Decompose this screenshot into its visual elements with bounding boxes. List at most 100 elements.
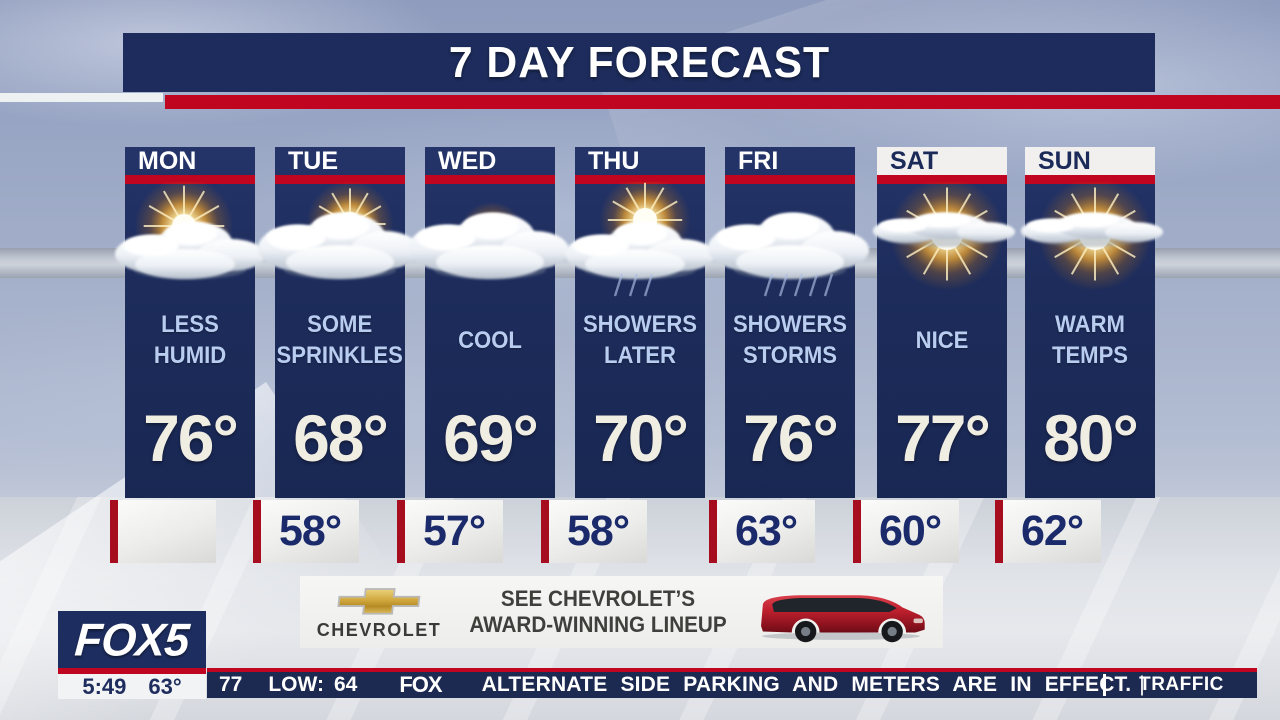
low-temp: 63° [717, 500, 815, 563]
ad-brand-block: CHEVROLET [300, 584, 458, 641]
ticker-low-value: 64 [333, 673, 358, 696]
forecast-title-bar: 7 DAY FORECAST [123, 33, 1155, 92]
weather-icon-box [408, 184, 569, 299]
high-temp: 80° [1043, 400, 1139, 475]
cloud-sun-icon [258, 182, 419, 279]
forecast-day-column-sat: SAT NICE 77° [873, 147, 1015, 498]
condition-text: NICE [915, 326, 969, 354]
weather-icon-box [1021, 182, 1163, 299]
condition-text: WARM TEMPS [1051, 311, 1129, 369]
low-red-bar [397, 500, 405, 563]
high-temp: 69° [443, 400, 539, 475]
low-red-bar [709, 500, 717, 563]
ad-message: SEE CHEVROLET’S AWARD-WINNING LINEUP [466, 586, 729, 639]
day-red-stripe [275, 175, 405, 184]
low-red-bar [253, 500, 261, 563]
condition-text: SHOWERS LATER [582, 311, 698, 369]
low-temp: 60° [861, 500, 959, 563]
low-temp-unit-sun: 62° [995, 500, 1101, 563]
page-title: 7 DAY FORECAST [448, 37, 830, 87]
low-red-bar [541, 500, 549, 563]
ad-banner: CHEVROLET SEE CHEVROLET’S AWARD-WINNING … [300, 576, 943, 648]
low-temp [118, 500, 216, 563]
traffic-label: TRAFFIC [1139, 674, 1224, 695]
low-temp-unit-thu: 58° [541, 500, 647, 563]
low-temp-unit-sat: 60° [853, 500, 959, 563]
forecast-day-column-mon: MON LESS HUMID 76° [115, 147, 265, 498]
ad-vehicle-block [738, 581, 943, 643]
day-label: THU [588, 147, 640, 175]
forecast-day-column-fri: FRI SHOWERS STORMS 76° [708, 147, 869, 498]
condition-text: COOL [458, 326, 522, 354]
weather-icon-box [115, 182, 265, 299]
low-temp: 58° [261, 500, 359, 563]
day-label: FRI [738, 147, 779, 175]
low-red-bar [995, 500, 1003, 563]
cloud-rain-icon [708, 213, 869, 297]
weather-icon-box [258, 182, 419, 299]
condition-text: LESS HUMID [153, 311, 227, 369]
high-temp: 76° [143, 400, 239, 475]
station-logo-box: FOX5 [58, 611, 206, 668]
condition-text: SOME SPRINKLES [276, 311, 404, 369]
high-temp: 77° [895, 400, 991, 475]
current-temp: 63° [148, 673, 182, 699]
sunny-cloud-icon [1021, 182, 1163, 291]
chevrolet-bowtie-icon [337, 587, 421, 615]
weather-icon-box [565, 182, 715, 299]
ticker-red-line [207, 668, 1257, 672]
station-time-temp-box: 5:49 63° [58, 674, 206, 699]
low-temp-unit-wed: 57° [397, 500, 503, 563]
low-temp: 62° [1003, 500, 1101, 563]
header-white-strip [0, 93, 163, 102]
ticker-cursor: | [1139, 673, 1145, 696]
forecast-day-column-thu: THU SHOWERS LATER 70° [565, 147, 715, 498]
high-temp: 76° [743, 400, 839, 475]
ad-message-line2: AWARD-WINNING LINEUP [469, 612, 727, 637]
high-temp: 68° [293, 400, 389, 475]
ticker-low: LOW: 64 [268, 673, 357, 697]
station-red-stripe [58, 668, 206, 674]
day-red-stripe [425, 175, 555, 184]
header-red-bar [165, 95, 1280, 109]
low-temp-unit-fri: 63° [709, 500, 815, 563]
ticker-message: ALTERNATE SIDE PARKING AND METERS ARE IN… [481, 673, 1132, 696]
ticker-low-label: LOW: [268, 673, 324, 696]
low-temp: 58° [549, 500, 647, 563]
day-label: MON [138, 147, 197, 175]
clock-time: 5:49 [82, 673, 127, 699]
condition-text: SHOWERS STORMS [732, 311, 848, 369]
red-suv-icon [760, 595, 925, 643]
ticker-divider [1103, 674, 1106, 696]
high-temp: 70° [593, 400, 689, 475]
sun-cloud-rain-icon [565, 182, 715, 297]
weather-icon-box [873, 182, 1015, 299]
station-logo: FOX5 [73, 612, 191, 665]
cloudy-icon [408, 201, 569, 279]
day-red-stripe [725, 175, 855, 184]
day-red-stripe [877, 175, 1007, 184]
network-logo-text: FOX [399, 672, 442, 697]
news-ticker: 77 LOW: 64 FOX ALTERNATE SIDE PARKING AN… [207, 668, 1257, 698]
low-red-bar [110, 500, 118, 563]
ticker-body: 77 LOW: 64 FOX ALTERNATE SIDE PARKING AN… [207, 672, 1257, 698]
weather-icon-box [708, 184, 869, 299]
low-temp-unit-mon [110, 500, 216, 563]
low-temp: 57° [405, 500, 503, 563]
day-red-stripe [125, 175, 255, 184]
forecast-day-column-sun: SUN WARM TEMPS 80° [1021, 147, 1163, 498]
low-temp-unit-tue: 58° [253, 500, 359, 563]
day-red-stripe [1025, 175, 1155, 184]
day-label: TUE [288, 147, 338, 175]
ad-brand-text: CHEVROLET [316, 619, 442, 640]
day-label: SUN [1025, 147, 1155, 175]
day-label: WED [438, 147, 497, 175]
low-red-bar [853, 500, 861, 563]
forecast-day-column-tue: TUE SOME SPRINKLES 68° [258, 147, 419, 498]
day-red-stripe [575, 175, 705, 184]
day-label: SAT [877, 147, 1007, 175]
sun-cloud-icon [115, 182, 265, 279]
ad-message-line1: SEE CHEVROLET’S [500, 585, 696, 611]
ticker-high-value: 77 [219, 673, 243, 696]
